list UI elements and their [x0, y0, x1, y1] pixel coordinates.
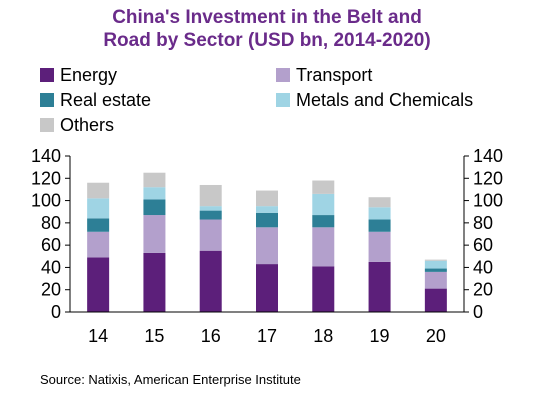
right-tick-label: 0 [473, 302, 483, 322]
right-tick-label: 40 [473, 257, 493, 277]
bar-segment-others-16 [199, 184, 222, 207]
left-tick-label: 140 [31, 146, 61, 166]
bar-segment-metals-and-chemicals-15 [143, 187, 166, 200]
bars [87, 172, 447, 312]
bar-segment-energy-15 [143, 252, 166, 312]
left-tick-label: 20 [41, 280, 61, 300]
bar-segment-real-estate-17 [256, 212, 278, 228]
x-tick-label-14: 14 [88, 326, 108, 346]
bar-segment-transport-16 [199, 219, 222, 251]
right-tick-label: 120 [473, 168, 503, 188]
bar-segment-metals-and-chemicals-14 [87, 198, 110, 219]
bar-segment-energy-16 [199, 250, 222, 312]
bar-segment-others-14 [87, 182, 110, 199]
legend-swatch-real-estate [40, 93, 54, 107]
legend-swatch-transport [276, 68, 290, 82]
bar-segment-transport-18 [312, 227, 335, 267]
right-tick-label: 100 [473, 191, 503, 211]
bar-segment-metals-and-chemicals-20 [424, 260, 447, 269]
chart-title-line-2: Road by Sector (USD bn, 2014-2020) [103, 30, 431, 51]
bar-segment-others-15 [143, 172, 166, 188]
bar-segment-metals-and-chemicals-18 [312, 193, 335, 216]
bar-segment-others-18 [312, 180, 335, 194]
bar-segment-energy-20 [424, 288, 447, 312]
bar-segment-energy-14 [87, 257, 110, 312]
bar-segment-metals-and-chemicals-17 [256, 206, 278, 213]
legend-item-others: Others [40, 114, 114, 136]
legend-swatch-metals-and-chemicals [276, 93, 290, 107]
legend-item-real-estate: Real estate [40, 89, 151, 111]
legend-label-transport: Transport [296, 65, 373, 85]
chart-title-line-1: China's Investment in the Belt and [112, 7, 422, 28]
bar-segment-energy-18 [312, 266, 335, 312]
legend-label-real-estate: Real estate [60, 90, 152, 110]
x-axis: 14 15 16 17 18 19 20 [70, 311, 464, 346]
left-tick-label: 100 [31, 191, 61, 211]
right-tick-label: 140 [473, 146, 503, 166]
legend-item-energy: Energy [40, 64, 117, 86]
bar-segment-real-estate-15 [143, 199, 166, 216]
legend-label-energy: Energy [60, 65, 118, 85]
legend-label-others: Others [60, 115, 115, 135]
bar-segment-others-19 [368, 197, 391, 208]
x-tick-label-20: 20 [426, 326, 446, 346]
bar-segment-real-estate-16 [199, 210, 222, 220]
legend-label-metals-and-chemicals: Metals and Chemicals [296, 90, 474, 110]
right-tick-label: 20 [473, 280, 493, 300]
left-tick-label: 60 [41, 235, 61, 255]
left-tick-label: 80 [41, 213, 61, 233]
legend-swatch-energy [40, 68, 54, 82]
x-tick-label-15: 15 [144, 326, 164, 346]
bar-segment-real-estate-18 [312, 215, 335, 228]
bar-segment-transport-20 [424, 271, 447, 289]
x-tick-label-16: 16 [201, 326, 221, 346]
left-tick-label: 120 [31, 168, 61, 188]
x-tick-label-17: 17 [257, 326, 277, 346]
right-tick-label: 60 [473, 235, 493, 255]
bar-segment-transport-15 [143, 215, 166, 253]
legend-item-transport: Transport [276, 64, 372, 86]
bar-segment-transport-19 [368, 231, 391, 262]
x-tick-label-18: 18 [313, 326, 333, 346]
bar-segment-others-20 [424, 259, 447, 261]
bar-segment-transport-14 [87, 231, 110, 258]
x-tick-label-19: 19 [370, 326, 390, 346]
bar-segment-real-estate-14 [87, 218, 110, 232]
bar-segment-real-estate-20 [424, 268, 447, 272]
bar-segment-energy-19 [368, 261, 391, 312]
bar-segment-real-estate-19 [368, 219, 391, 232]
bar-segment-metals-and-chemicals-16 [199, 206, 222, 211]
left-tick-label: 0 [51, 302, 61, 322]
source-note: Source: Natixis, American Enterprise Ins… [40, 372, 301, 387]
legend-item-metals-and-chemicals: Metals and Chemicals [276, 89, 473, 111]
bar-segment-energy-17 [256, 264, 278, 312]
chart-title: China's Investment in the Belt and Road … [0, 6, 534, 52]
bar-segment-metals-and-chemicals-19 [368, 207, 391, 220]
right-tick-label: 80 [473, 213, 493, 233]
bar-segment-transport-17 [256, 227, 278, 265]
left-tick-label: 40 [41, 257, 61, 277]
legend-swatch-others [40, 118, 54, 132]
bar-segment-others-17 [256, 190, 278, 207]
